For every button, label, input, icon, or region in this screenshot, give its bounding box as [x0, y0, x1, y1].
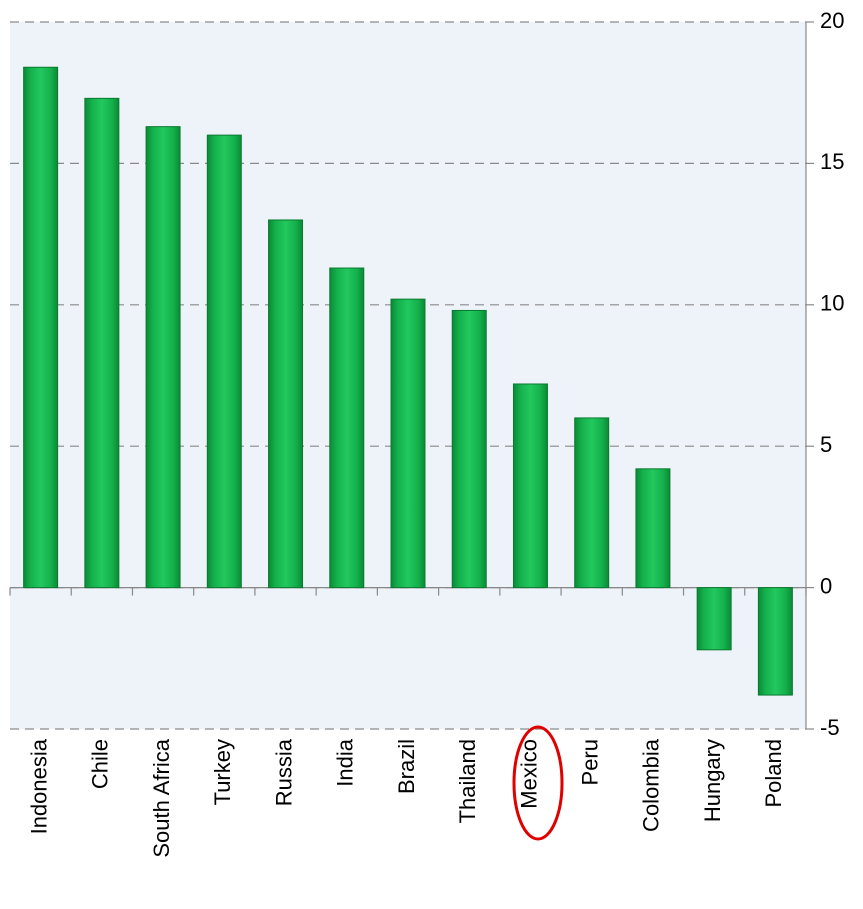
y-tick-label: 0: [820, 573, 832, 598]
x-tick-label: Colombia: [639, 738, 664, 832]
bar: [23, 66, 59, 589]
bar: [574, 417, 610, 589]
y-tick-label: 10: [820, 291, 844, 316]
x-tick-label: Russia: [271, 738, 296, 806]
bar: [390, 298, 426, 589]
x-tick-label: Hungary: [700, 739, 725, 822]
y-tick-label: -5: [820, 715, 840, 740]
x-tick-label: Thailand: [455, 739, 480, 823]
y-tick-label: 5: [820, 432, 832, 457]
bar: [451, 309, 487, 589]
x-tick-label: Indonesia: [26, 738, 51, 834]
bar: [206, 134, 242, 589]
bar: [145, 126, 181, 589]
x-tick-label: India: [333, 738, 358, 786]
y-tick-label: 20: [820, 8, 844, 33]
bar: [512, 383, 548, 589]
highlight-circle: [512, 725, 564, 841]
bar: [268, 219, 304, 589]
bar: [635, 468, 671, 589]
y-tick-label: 15: [820, 149, 844, 174]
x-tick-label: Chile: [88, 739, 113, 789]
x-tick-label: South Africa: [149, 738, 174, 857]
x-tick-label: Brazil: [394, 739, 419, 794]
x-tick-label: Peru: [578, 739, 603, 785]
bar: [757, 587, 793, 696]
bar: [84, 97, 120, 589]
x-tick-label: Turkey: [210, 739, 235, 805]
bar: [696, 587, 732, 651]
bar: [329, 267, 365, 589]
x-tick-label: Poland: [761, 739, 786, 808]
x-tick-label: Mexico: [516, 739, 541, 809]
